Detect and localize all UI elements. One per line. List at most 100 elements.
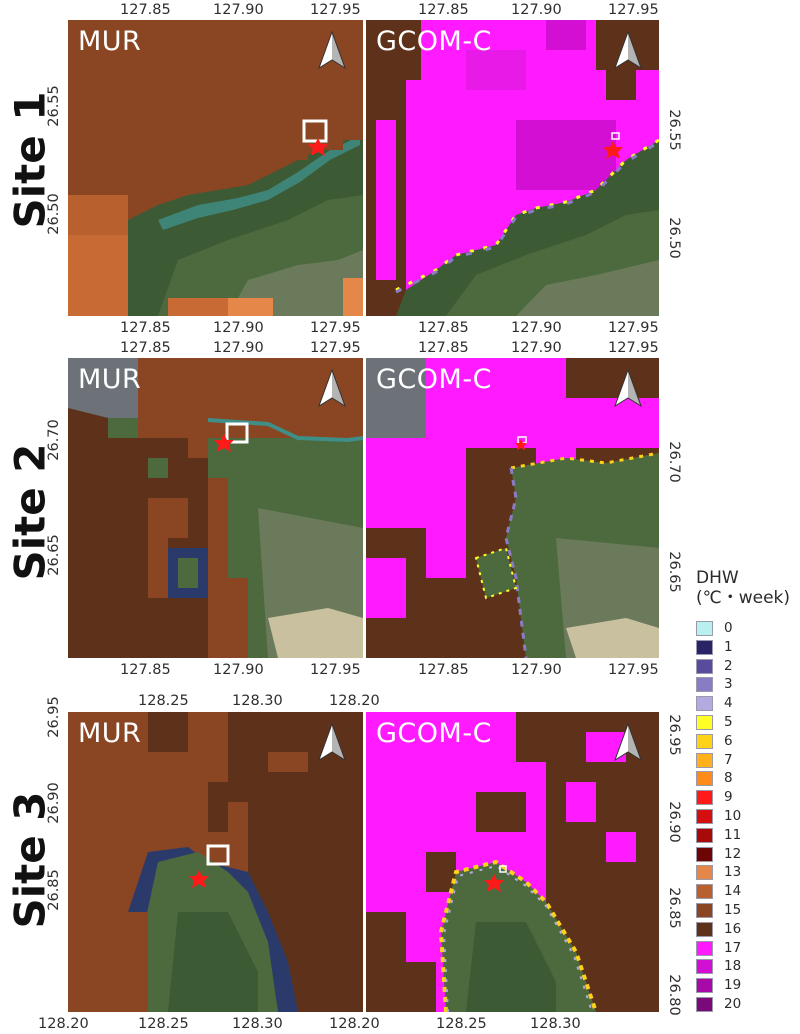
- map-panel-mur: MUR: [68, 712, 363, 1012]
- north-arrow-icon: [614, 30, 642, 70]
- legend-label: 17: [724, 939, 742, 956]
- legend-swatch: [696, 959, 713, 975]
- legend-label: 4: [724, 695, 733, 712]
- left-tick: 26.70: [46, 419, 62, 461]
- mur-map: [68, 20, 363, 316]
- bottom-tick: 128.20: [38, 1016, 89, 1032]
- legend-title: DHW (℃・week): [696, 568, 790, 608]
- legend-label: 15: [724, 902, 742, 918]
- right-tick: 26.95: [666, 714, 682, 756]
- right-tick: 26.90: [666, 801, 682, 843]
- top-tick: 127.90: [213, 2, 264, 18]
- legend-swatch: [696, 940, 713, 956]
- bottom-tick: 127.85: [418, 320, 469, 336]
- legend-swatch: [696, 733, 713, 749]
- top-tick: 127.90: [511, 2, 562, 18]
- top-tick: 128.30: [232, 693, 283, 709]
- legend-swatch: [696, 921, 713, 937]
- legend-title-line2: (℃・week): [696, 588, 791, 608]
- right-tick: 26.85: [666, 887, 682, 929]
- map-panel-gcom-c: GCOM-C: [366, 358, 659, 658]
- legend-label: 10: [724, 808, 742, 824]
- map-panel-gcom-c: GCOM-C: [366, 712, 659, 1012]
- top-tick: 127.95: [608, 2, 659, 18]
- right-tick: 26.55: [666, 109, 682, 151]
- map-panel-gcom-c: GCOM-C: [366, 20, 659, 316]
- legend-label: 16: [724, 920, 742, 937]
- bottom-tick: 127.95: [608, 662, 659, 678]
- left-tick: 26.55: [46, 85, 62, 127]
- legend-swatch: [696, 846, 713, 862]
- legend-swatch: [696, 677, 713, 693]
- gcom-c-map: [366, 712, 659, 1012]
- legend-label: 7: [724, 751, 733, 768]
- legend-label: 9: [724, 789, 733, 806]
- panel-title: GCOM-C: [376, 364, 492, 395]
- left-tick: 26.90: [46, 782, 62, 824]
- legend-label: 14: [724, 883, 742, 900]
- top-tick: 127.95: [310, 340, 361, 356]
- top-tick: 127.90: [213, 340, 264, 356]
- bottom-tick: 127.85: [418, 662, 469, 678]
- panel-title: MUR: [78, 26, 142, 57]
- bottom-tick: 127.90: [213, 662, 264, 678]
- legend-swatch: [696, 809, 713, 824]
- top-tick: 127.85: [418, 2, 469, 18]
- gcom-c-map: [366, 358, 659, 658]
- top-tick: 127.90: [511, 340, 562, 356]
- panel-title: MUR: [78, 364, 142, 395]
- north-arrow-icon: [318, 722, 346, 762]
- legend-label: 6: [724, 732, 733, 749]
- legend-swatch: [696, 884, 713, 900]
- legend-swatch: [696, 997, 713, 1012]
- legend-label: 13: [724, 864, 742, 881]
- right-tick: 26.65: [666, 551, 682, 593]
- north-arrow-icon: [318, 368, 346, 408]
- legend-label: 1: [724, 638, 733, 655]
- bottom-tick: 127.90: [511, 662, 562, 678]
- right-tick: 26.70: [666, 441, 682, 483]
- left-tick: 26.95: [46, 696, 62, 738]
- legend-swatch: [696, 658, 713, 674]
- legend-swatch: [696, 865, 713, 881]
- top-tick: 127.85: [418, 340, 469, 356]
- bottom-tick: 127.95: [310, 662, 361, 678]
- legend-swatch: [696, 827, 713, 843]
- legend-swatch: [696, 639, 713, 655]
- legend-swatch: [696, 752, 713, 768]
- north-arrow-icon: [614, 368, 642, 408]
- map-panel-mur: MUR: [68, 358, 363, 658]
- bottom-tick: 127.95: [608, 320, 659, 336]
- top-tick: 128.20: [329, 693, 380, 709]
- bottom-tick: 127.85: [120, 320, 171, 336]
- right-tick: 26.50: [666, 217, 682, 259]
- gcom-c-map: [366, 20, 659, 316]
- north-arrow-icon: [318, 30, 346, 70]
- legend-label: 0: [724, 620, 733, 636]
- top-tick: 128.25: [138, 693, 189, 709]
- legend-title-line1: DHW: [696, 568, 739, 588]
- legend-swatch: [696, 696, 713, 712]
- legend-swatch: [696, 715, 713, 730]
- bottom-tick: 128.20: [329, 1016, 380, 1032]
- legend-label: 19: [724, 977, 742, 994]
- legend-swatch: [696, 978, 713, 994]
- top-tick: 127.95: [310, 2, 361, 18]
- legend-label: 11: [724, 826, 742, 843]
- legend-swatch: [696, 903, 713, 918]
- map-panel-mur: MUR: [68, 20, 363, 316]
- bottom-tick: 127.90: [511, 320, 562, 336]
- legend-label: 18: [724, 958, 742, 975]
- bottom-tick: 128.30: [530, 1016, 581, 1032]
- bottom-tick: 128.25: [138, 1016, 189, 1032]
- bottom-tick: 127.85: [120, 662, 171, 678]
- bottom-tick: 128.25: [436, 1016, 487, 1032]
- top-tick: 127.85: [120, 2, 171, 18]
- legend-swatch: [696, 790, 713, 806]
- bottom-tick: 127.95: [310, 320, 361, 336]
- legend-label: 2: [724, 657, 733, 674]
- panel-title: MUR: [78, 718, 142, 749]
- legend-swatch: [696, 771, 713, 787]
- top-tick: 127.95: [608, 340, 659, 356]
- mur-map: [68, 358, 363, 658]
